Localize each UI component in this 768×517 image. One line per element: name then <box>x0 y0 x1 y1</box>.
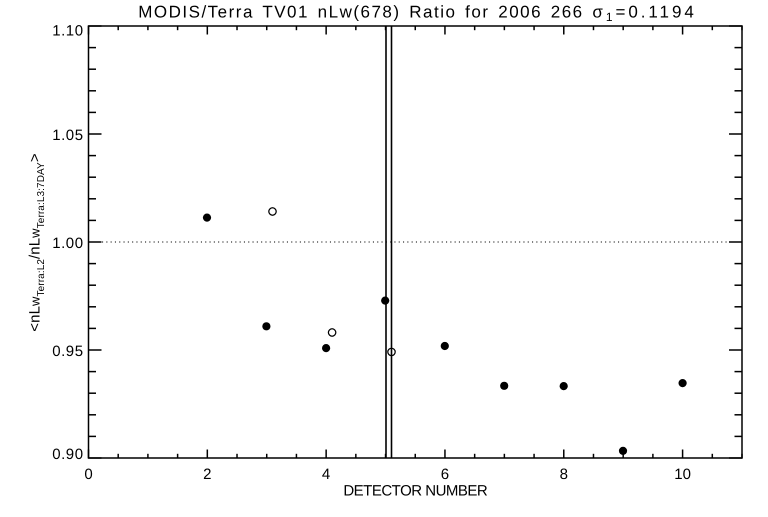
svg-text:1.05: 1.05 <box>52 127 83 144</box>
svg-text:10: 10 <box>674 466 691 483</box>
svg-text:MODIS/Terra TV01 nLw(678) Rati: MODIS/Terra TV01 nLw(678) Ratio for 2006… <box>138 3 697 25</box>
svg-text:4: 4 <box>322 466 330 483</box>
svg-text:0: 0 <box>84 466 92 483</box>
svg-text:DETECTOR NUMBER: DETECTOR NUMBER <box>343 483 488 500</box>
svg-text:1.00: 1.00 <box>52 235 83 252</box>
svg-text:2: 2 <box>203 466 211 483</box>
svg-text:0.95: 0.95 <box>52 343 83 360</box>
svg-text:0.90: 0.90 <box>52 446 83 463</box>
svg-text:8: 8 <box>560 466 568 483</box>
svg-text:6: 6 <box>441 466 449 483</box>
svg-text:1.10: 1.10 <box>52 23 83 40</box>
